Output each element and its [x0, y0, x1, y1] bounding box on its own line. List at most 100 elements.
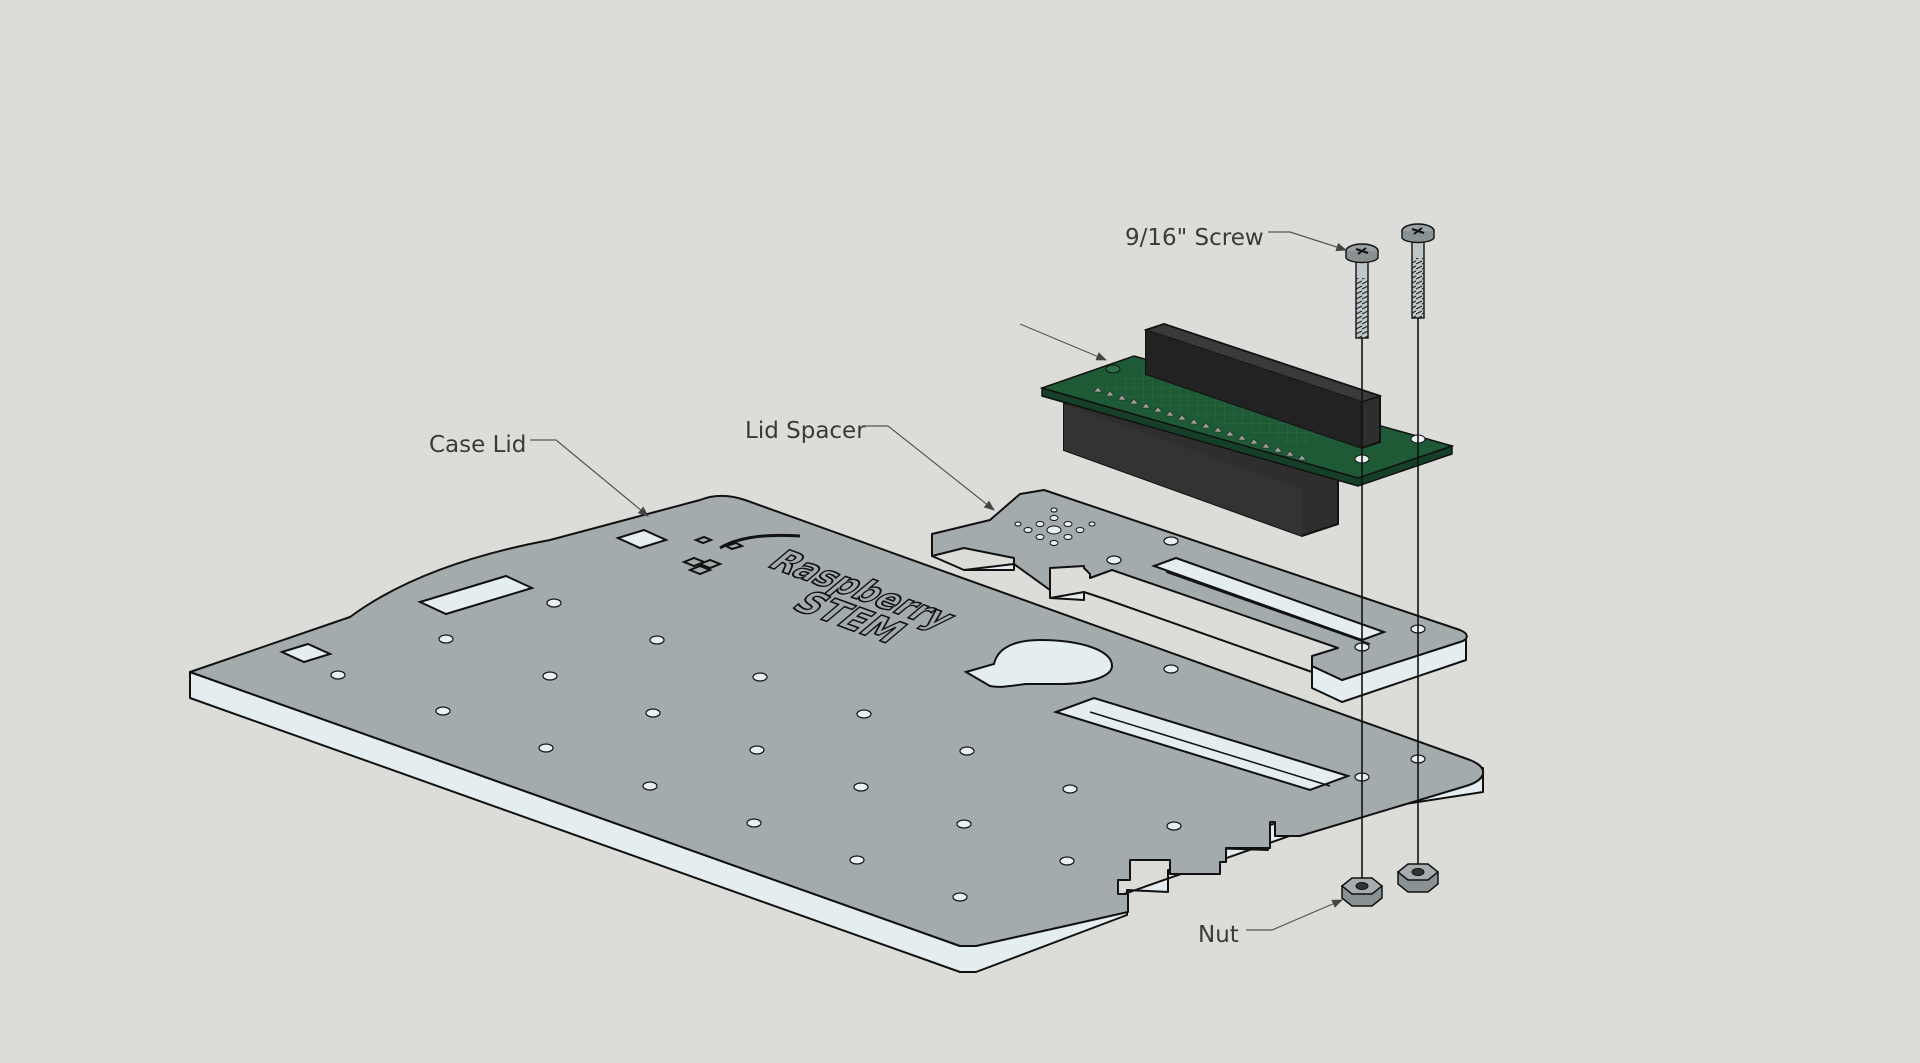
screw-threads: [1412, 258, 1424, 318]
case-lid-slot-right-inner: [1089, 711, 1331, 787]
lid-hole: [642, 781, 658, 791]
gpio-header-face: [1146, 330, 1362, 448]
spacer-hole: [1163, 536, 1179, 546]
lid-hole: [959, 746, 975, 756]
lid-hole: [1062, 784, 1078, 794]
pin: [1213, 426, 1223, 433]
case-lid-slot-left: [417, 574, 535, 616]
lid-hole: [546, 598, 562, 608]
pin-row: [1093, 386, 1307, 461]
lid-hole: [435, 706, 451, 716]
pin: [1249, 438, 1259, 445]
lid-hole: [856, 709, 872, 719]
pin: [1153, 406, 1163, 413]
pin: [1093, 386, 1103, 393]
vent-hole: [1049, 540, 1059, 546]
lid-hole: [746, 818, 762, 828]
pin: [1225, 430, 1235, 437]
screw-threads: [1356, 278, 1368, 338]
lid-hole: [645, 708, 661, 718]
pin: [1129, 398, 1139, 405]
screw-cross: [1355, 247, 1369, 255]
screw-right: [1401, 223, 1435, 319]
pin: [1201, 422, 1211, 429]
case-lid-label: Case Lid: [429, 432, 526, 458]
bottom-connector-face: [1064, 404, 1302, 536]
pin: [1165, 410, 1175, 417]
vent-hole: [1050, 507, 1058, 513]
lid-spacer-holes: [1106, 536, 1426, 652]
pcb-hole: [1105, 364, 1121, 374]
vent-hole: [1063, 521, 1073, 527]
vent-hole: [1035, 521, 1045, 527]
pin: [1141, 402, 1151, 409]
pin: [1105, 390, 1115, 397]
lid-hole: [849, 855, 865, 865]
case-lid-top: [189, 494, 1484, 947]
vent-hole: [1014, 521, 1022, 527]
lid-hole: [956, 819, 972, 829]
screw-left: [1345, 243, 1379, 339]
pin: [1237, 434, 1247, 441]
lid-hole: [438, 634, 454, 644]
lid-spacer-slot: [1151, 556, 1387, 642]
lid-hole: [649, 635, 665, 645]
nut-label: Nut: [1198, 922, 1239, 948]
lid-spacer-leader: [866, 425, 995, 511]
logo-arc: [719, 533, 801, 550]
pin: [1189, 418, 1199, 425]
screw-head-side: [1401, 231, 1435, 244]
screw-leader: [1268, 231, 1348, 252]
vent-hole: [1075, 527, 1085, 533]
lid-hole: [1163, 664, 1179, 674]
pin: [1177, 414, 1187, 421]
nut-hole: [1411, 868, 1425, 876]
lid-hole: [538, 743, 554, 753]
lid-hole: [952, 892, 968, 902]
case-lid: Raspberry STEM: [189, 494, 1484, 973]
spacer-hole: [1106, 555, 1122, 565]
callouts: [530, 231, 1348, 931]
lid-hole: [1059, 856, 1075, 866]
lid-spacer-slot-inner: [1165, 571, 1371, 645]
lid-hole: [752, 672, 768, 682]
screw-head-side: [1345, 251, 1379, 264]
assembly-guides: [1361, 316, 1419, 896]
case-lid-slot-right: [1052, 696, 1352, 792]
nut-hole: [1355, 882, 1369, 890]
vent-hole: [1046, 525, 1062, 535]
nut-right: [1396, 863, 1440, 893]
pcb-leader: [1019, 323, 1107, 361]
lid-hole: [1166, 821, 1182, 831]
logo-mark-small: [693, 535, 745, 551]
pin: [1285, 450, 1295, 457]
pin: [1273, 446, 1283, 453]
vent-hole: [1088, 521, 1096, 527]
gpio-breakout-board: [1039, 322, 1455, 538]
speaker-vent: [1014, 507, 1096, 546]
lid-hole: [749, 745, 765, 755]
pin: [1297, 454, 1307, 461]
vent-hole: [1063, 534, 1073, 540]
lid-spacer-label: Lid Spacer: [745, 418, 866, 444]
nut-leader: [1246, 899, 1343, 931]
screw-label: 9/16" Screw: [1125, 225, 1264, 251]
vent-hole: [1049, 515, 1059, 521]
case-lid-round-cutout: [963, 638, 1114, 688]
pcb-grid: [1092, 368, 1340, 446]
lid-hole: [330, 670, 346, 680]
lid-spacer: [931, 489, 1468, 703]
pin: [1261, 442, 1271, 449]
vent-hole: [1035, 534, 1045, 540]
pin: [1117, 394, 1127, 401]
nut-left: [1340, 877, 1384, 907]
case-lid-leader: [530, 439, 649, 517]
raspberry-icon: [681, 556, 723, 576]
lid-hole: [853, 782, 869, 792]
case-lid-square-hole-left: [279, 642, 333, 664]
lid-hole: [542, 671, 558, 681]
case-lid-square-hole-top: [615, 528, 669, 550]
screw-cross: [1411, 227, 1425, 235]
vent-hole: [1023, 527, 1033, 533]
